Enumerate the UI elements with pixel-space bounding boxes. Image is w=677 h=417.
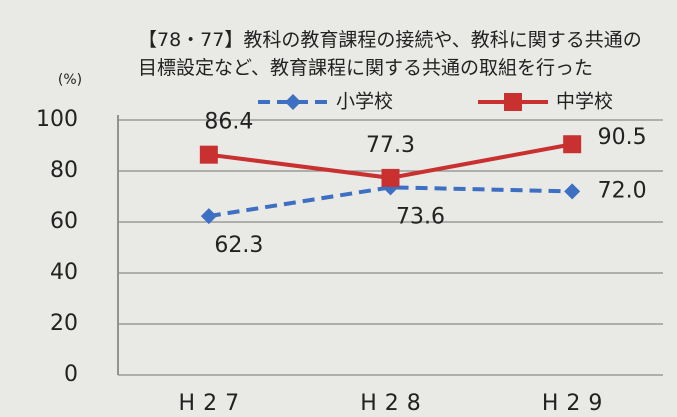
x-tick-label: H28 [360, 391, 429, 416]
data-label: 90.5 [598, 125, 647, 150]
legend-label: 中学校 [556, 91, 613, 113]
data-label: 73.6 [396, 204, 445, 229]
y-tick-label: 60 [50, 209, 78, 234]
point [199, 145, 218, 164]
x-tick-label: H29 [542, 391, 611, 416]
y-unit: (%) [58, 72, 82, 88]
legend-label: 小学校 [336, 91, 393, 113]
y-tick-label: 100 [36, 107, 78, 132]
point [381, 168, 400, 187]
data-label: 77.3 [366, 133, 415, 158]
legend-marker [285, 94, 301, 110]
y-tick-label: 20 [50, 311, 78, 336]
data-label: 62.3 [214, 233, 263, 258]
y-tick-label: 80 [50, 158, 78, 183]
point [563, 135, 582, 154]
y-tick-label: 40 [50, 260, 78, 285]
data-label: 86.4 [204, 110, 253, 135]
legend-marker [504, 93, 522, 111]
point [564, 183, 581, 200]
x-tick-label: H27 [179, 391, 248, 416]
y-tick-label: 0 [64, 362, 78, 387]
point [200, 208, 217, 225]
line [208, 185, 573, 219]
data-label: 72.0 [598, 178, 647, 203]
chart-title: 【78・77】教科の教育課程の接続や、教科に関する共通の目標設定など、教育課程に… [138, 29, 642, 79]
